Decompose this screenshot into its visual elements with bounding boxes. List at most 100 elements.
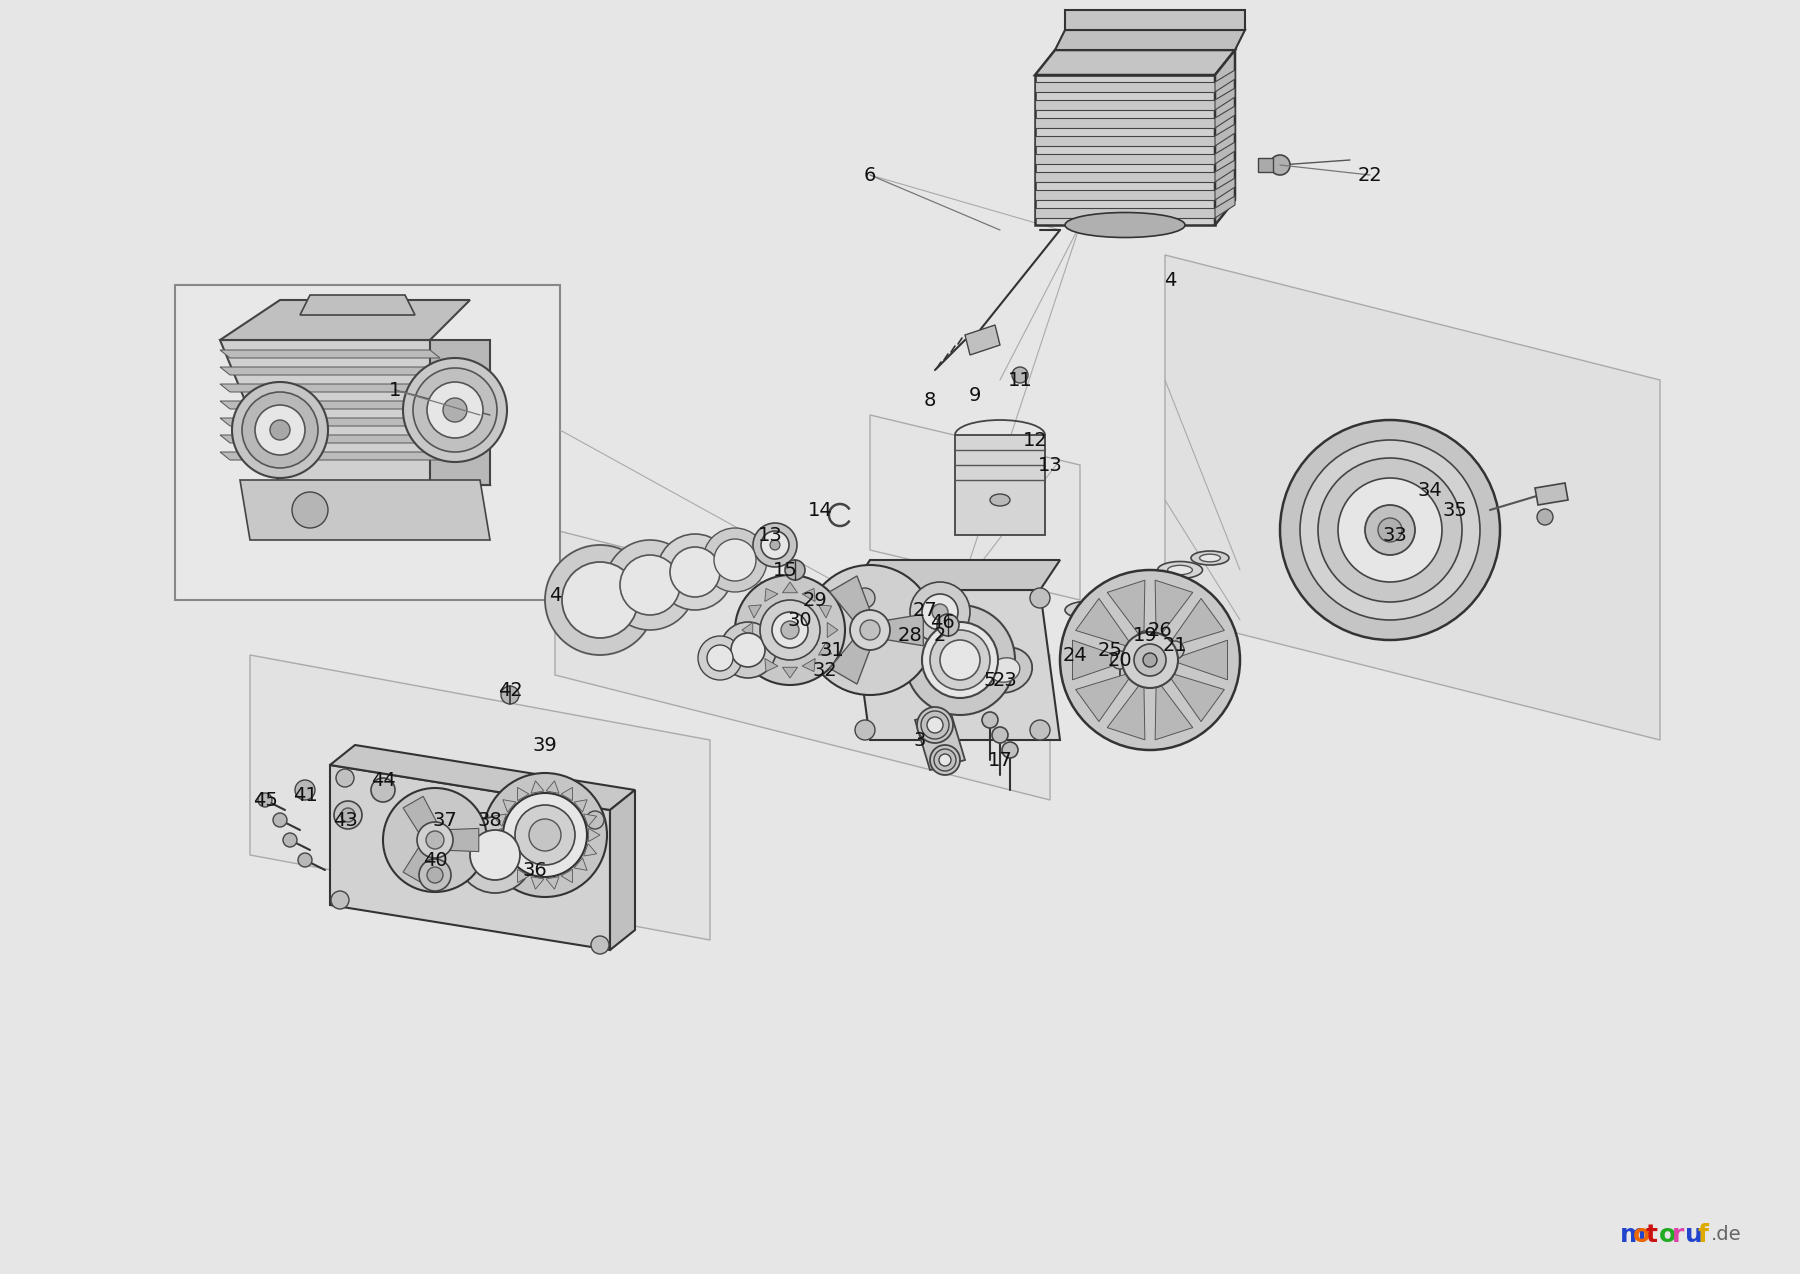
- Text: u: u: [1685, 1223, 1703, 1247]
- Polygon shape: [220, 434, 439, 443]
- Polygon shape: [562, 869, 572, 883]
- Text: 17: 17: [988, 750, 1012, 769]
- Circle shape: [1364, 505, 1415, 555]
- Circle shape: [992, 727, 1008, 743]
- Circle shape: [855, 589, 875, 608]
- Circle shape: [1136, 631, 1154, 648]
- Text: 45: 45: [252, 790, 277, 809]
- Circle shape: [657, 534, 733, 610]
- Circle shape: [911, 582, 970, 642]
- Circle shape: [855, 720, 875, 740]
- Circle shape: [1379, 519, 1402, 541]
- Polygon shape: [742, 623, 752, 637]
- Circle shape: [940, 754, 950, 766]
- Ellipse shape: [1199, 554, 1220, 562]
- Polygon shape: [583, 843, 596, 856]
- Circle shape: [1012, 367, 1028, 383]
- Circle shape: [670, 547, 720, 598]
- Text: 39: 39: [533, 735, 558, 754]
- Polygon shape: [830, 576, 875, 631]
- Ellipse shape: [1168, 566, 1192, 575]
- Circle shape: [720, 622, 776, 678]
- Circle shape: [781, 620, 799, 640]
- Circle shape: [502, 792, 587, 877]
- Circle shape: [256, 405, 304, 455]
- Text: 21: 21: [1163, 636, 1188, 655]
- Polygon shape: [869, 415, 1080, 600]
- Text: 32: 32: [812, 660, 837, 679]
- Circle shape: [283, 833, 297, 847]
- Polygon shape: [819, 605, 832, 618]
- Circle shape: [427, 868, 443, 883]
- Polygon shape: [1107, 580, 1145, 641]
- Polygon shape: [873, 614, 923, 646]
- Text: o: o: [1633, 1223, 1651, 1247]
- Text: 25: 25: [1098, 641, 1123, 660]
- Polygon shape: [518, 787, 529, 800]
- Circle shape: [905, 605, 1015, 715]
- Polygon shape: [220, 401, 439, 409]
- Text: 30: 30: [788, 610, 812, 629]
- Circle shape: [335, 801, 362, 829]
- Polygon shape: [441, 828, 479, 851]
- Text: 1: 1: [389, 381, 401, 400]
- Polygon shape: [1215, 196, 1235, 218]
- Polygon shape: [1035, 118, 1215, 127]
- Text: r: r: [1672, 1223, 1685, 1247]
- Polygon shape: [1166, 599, 1224, 648]
- Polygon shape: [545, 781, 560, 794]
- Circle shape: [443, 397, 466, 422]
- Polygon shape: [610, 790, 635, 950]
- Polygon shape: [1035, 75, 1215, 225]
- Polygon shape: [518, 869, 529, 883]
- Polygon shape: [1035, 136, 1215, 147]
- Polygon shape: [1215, 106, 1235, 127]
- Polygon shape: [220, 367, 439, 375]
- Circle shape: [938, 614, 959, 636]
- Ellipse shape: [1141, 578, 1159, 586]
- Polygon shape: [545, 877, 560, 889]
- Polygon shape: [1073, 641, 1130, 680]
- Circle shape: [529, 819, 562, 851]
- Polygon shape: [1035, 172, 1215, 182]
- Circle shape: [698, 636, 742, 680]
- Polygon shape: [828, 623, 839, 637]
- Circle shape: [1300, 440, 1480, 620]
- Polygon shape: [490, 828, 502, 842]
- Circle shape: [922, 711, 949, 739]
- Circle shape: [940, 640, 979, 680]
- Circle shape: [1121, 632, 1177, 688]
- Text: 44: 44: [371, 771, 396, 790]
- Polygon shape: [803, 589, 815, 601]
- Text: 11: 11: [1008, 371, 1033, 390]
- Circle shape: [295, 780, 315, 800]
- Ellipse shape: [990, 657, 1021, 682]
- Circle shape: [731, 633, 765, 668]
- Text: 34: 34: [1418, 480, 1442, 499]
- Polygon shape: [850, 590, 1060, 740]
- Text: 15: 15: [772, 561, 797, 580]
- Polygon shape: [574, 857, 587, 870]
- Polygon shape: [1156, 679, 1193, 740]
- Circle shape: [403, 358, 508, 462]
- Polygon shape: [830, 629, 875, 684]
- Text: 13: 13: [758, 525, 783, 544]
- Polygon shape: [239, 480, 490, 540]
- Text: 35: 35: [1442, 501, 1467, 520]
- Polygon shape: [1066, 10, 1246, 31]
- Polygon shape: [583, 814, 596, 827]
- Polygon shape: [1035, 82, 1215, 92]
- Ellipse shape: [1157, 562, 1202, 578]
- Circle shape: [761, 531, 788, 559]
- Ellipse shape: [1066, 213, 1184, 237]
- Circle shape: [1271, 155, 1291, 175]
- Circle shape: [383, 789, 488, 892]
- Bar: [1258, 158, 1273, 172]
- Text: 29: 29: [803, 591, 828, 609]
- Polygon shape: [493, 814, 506, 827]
- Circle shape: [734, 575, 844, 685]
- Circle shape: [927, 717, 943, 733]
- Text: 42: 42: [497, 680, 522, 699]
- Circle shape: [1318, 457, 1462, 603]
- Text: 46: 46: [929, 613, 954, 632]
